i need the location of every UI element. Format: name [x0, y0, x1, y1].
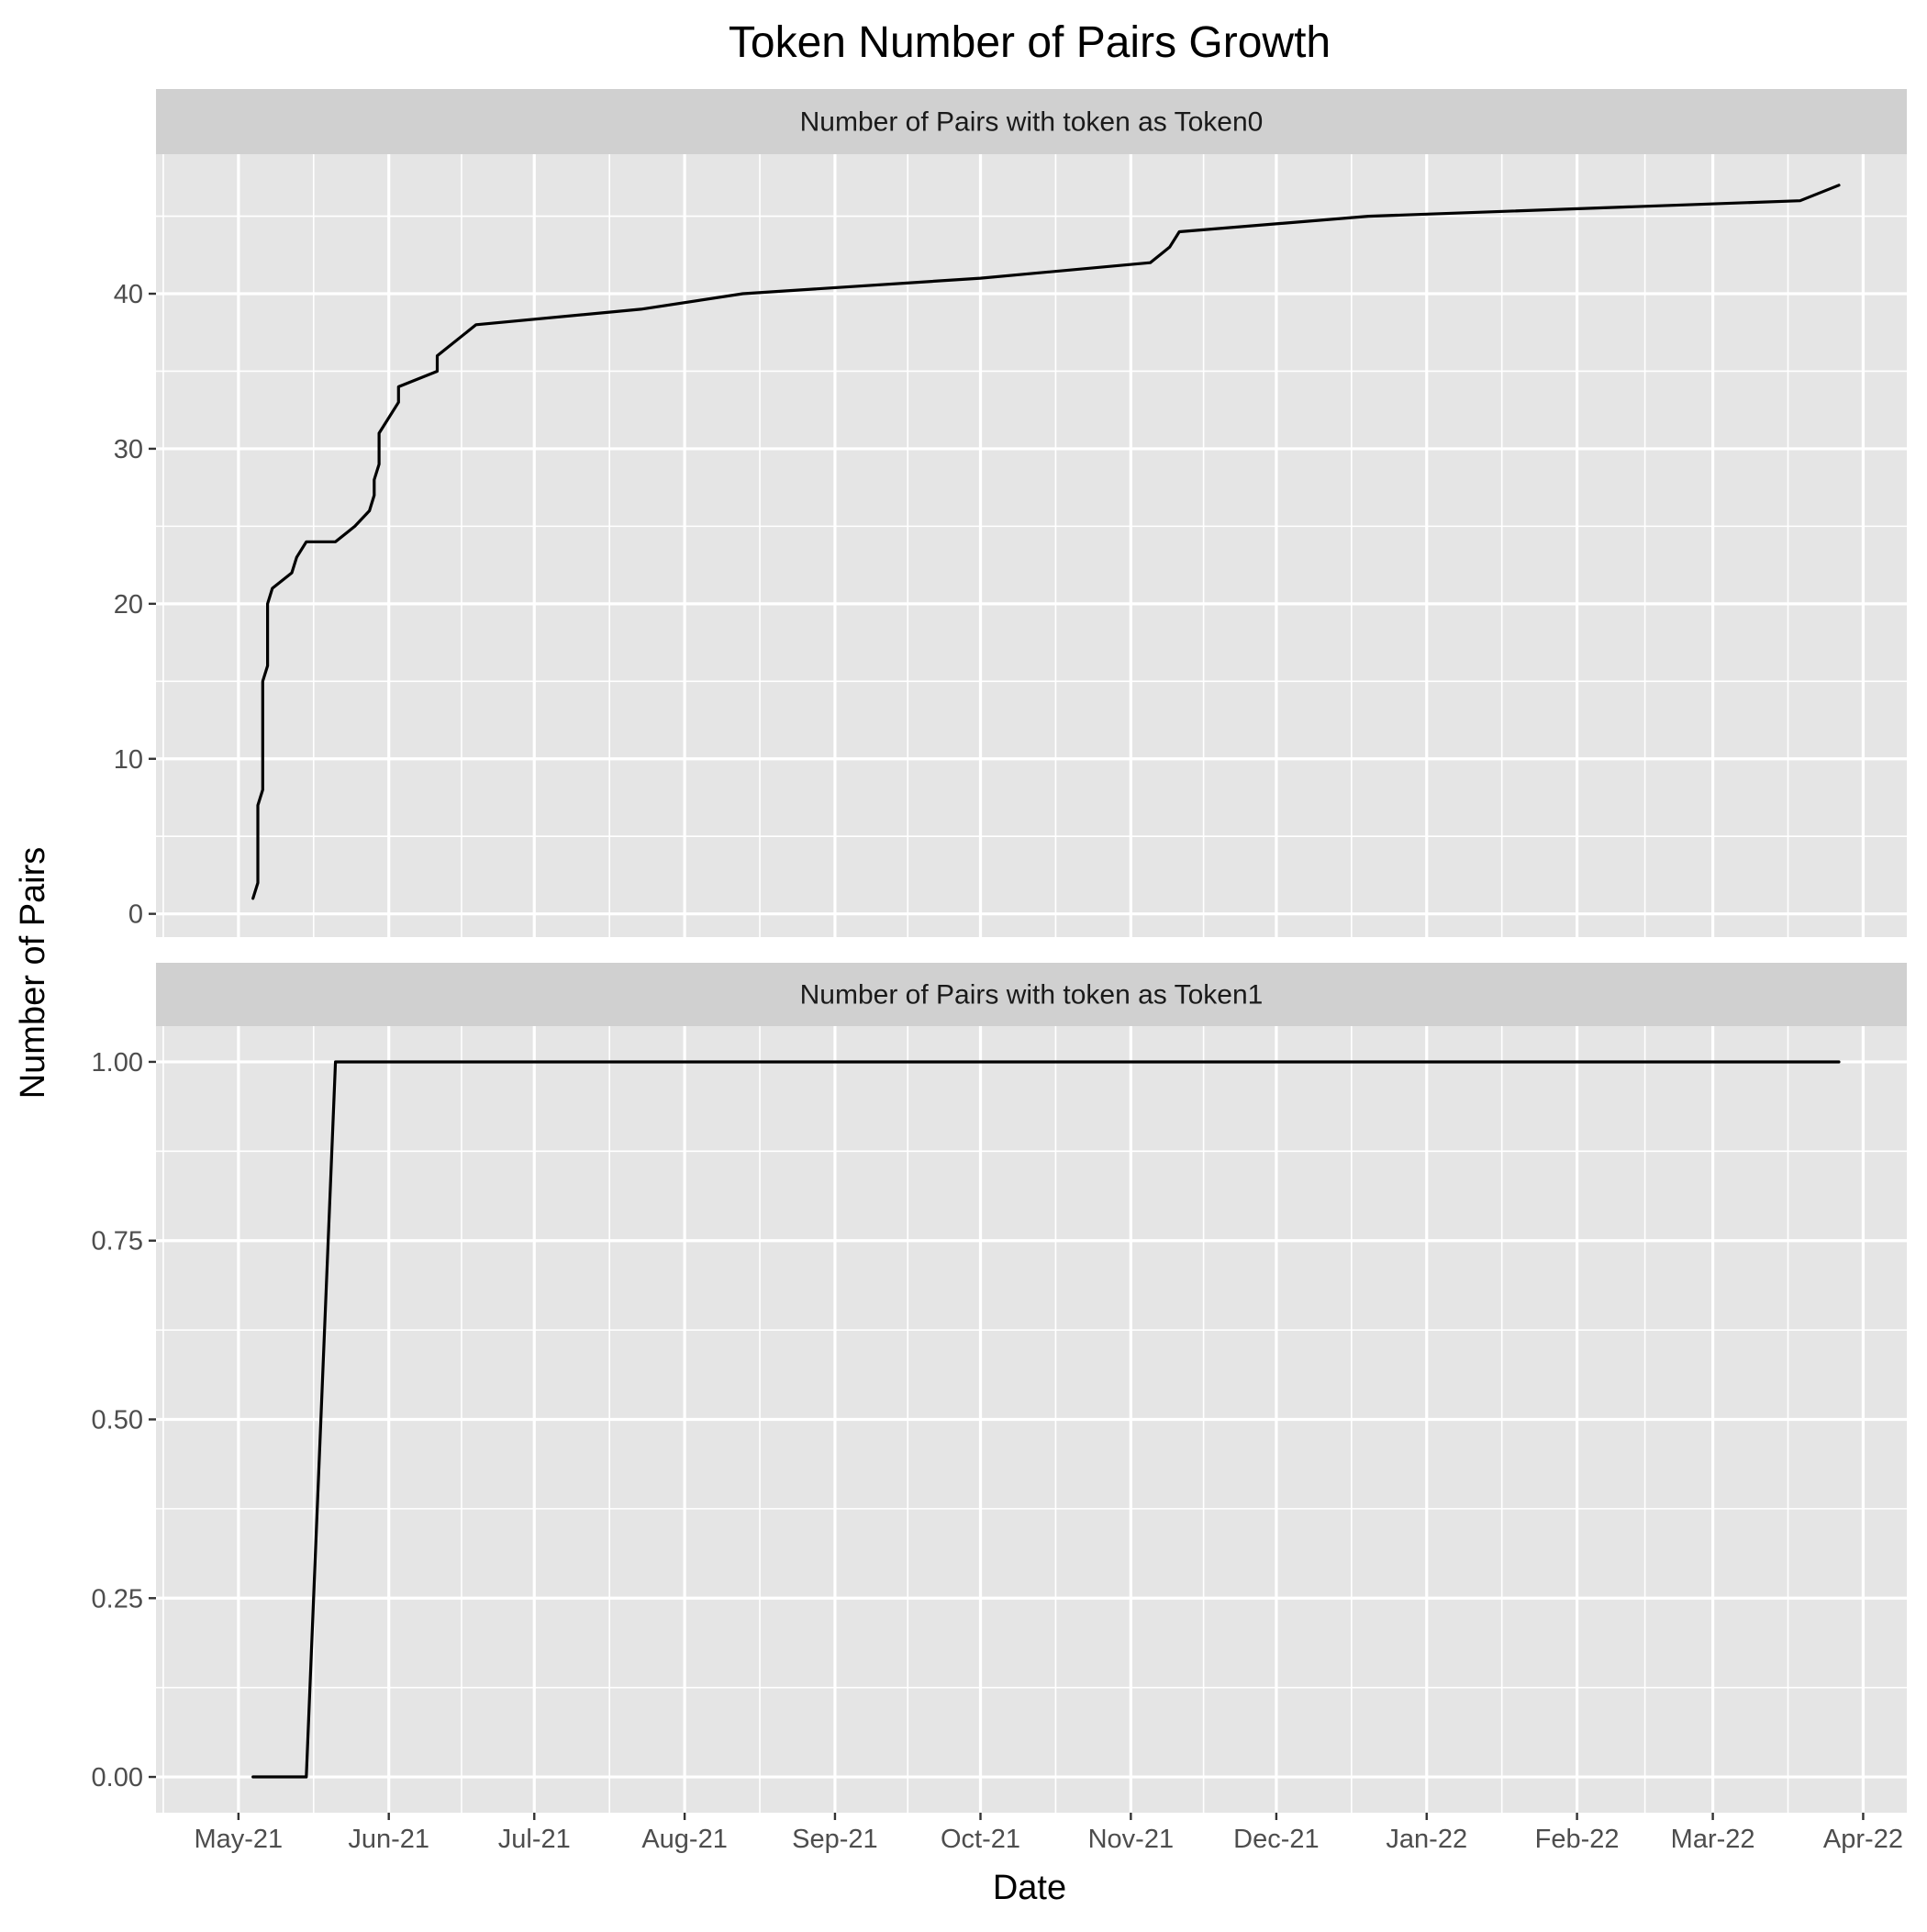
x-tick-label: Apr-22: [1823, 1825, 1903, 1854]
panel-1: Number of Pairs with token as Token1 0.00…: [92, 963, 1907, 1813]
facet-strip: [156, 89, 1907, 154]
x-tick-label: Mar-22: [1671, 1825, 1755, 1854]
y-tick-label: 0.00: [92, 1763, 143, 1792]
y-tick-label: 1.00: [92, 1048, 143, 1078]
y-axis-title: Number of Pairs: [14, 847, 52, 1100]
x-tick-label: Dec-21: [1233, 1825, 1320, 1854]
plot-background: [156, 154, 1907, 937]
x-axis-title: Date: [993, 1869, 1066, 1907]
facet-strip: [156, 963, 1907, 1026]
facet-strip-label: Number of Pairs with token as Token0: [800, 107, 1264, 138]
y-tick-label: 0.50: [92, 1406, 143, 1435]
y-tick-label: 0.25: [92, 1584, 143, 1614]
panel-0: Number of Pairs with token as Token0 0 10 2…: [114, 89, 1907, 937]
x-tick-label: Sep-21: [792, 1825, 878, 1854]
series-line: [251, 184, 1841, 900]
facet-strip-label: Number of Pairs with token as Token1: [800, 980, 1264, 1011]
x-tick-label: Jul-21: [498, 1825, 571, 1854]
y-tick-label: 10: [114, 745, 143, 775]
y-tick-label: 30: [114, 435, 143, 464]
x-tick-label: Aug-21: [641, 1825, 728, 1854]
series-line: [251, 1060, 1841, 1779]
x-tick-label: Nov-21: [1088, 1825, 1175, 1854]
x-tick-label: Oct-21: [941, 1825, 1020, 1854]
x-tick-label: Jan-22: [1386, 1825, 1467, 1854]
x-tick-label: May-21: [194, 1825, 283, 1854]
y-tick-label: 0: [128, 900, 143, 930]
y-tick-label: 20: [114, 590, 143, 620]
chart-title: Token Number of Pairs Growth: [729, 18, 1331, 67]
y-tick-label: 0.75: [92, 1227, 143, 1256]
y-tick-label: 40: [114, 280, 143, 309]
x-tick-label: Feb-22: [1535, 1825, 1620, 1854]
x-tick-label: Jun-21: [348, 1825, 429, 1854]
